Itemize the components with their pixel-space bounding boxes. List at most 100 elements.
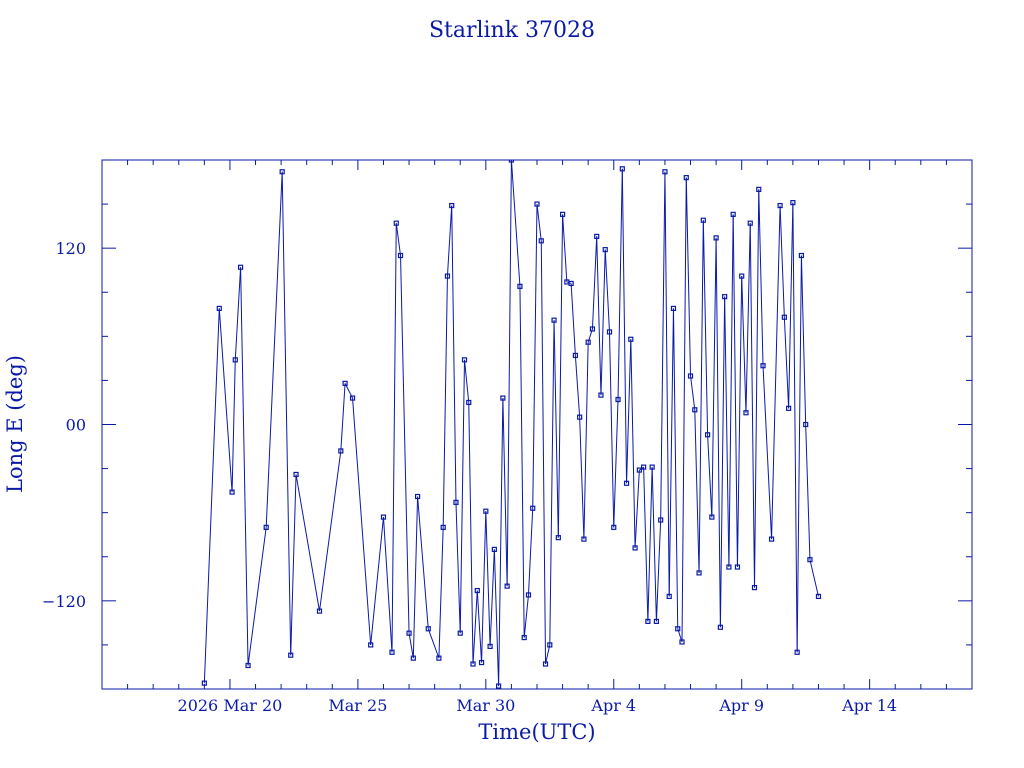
data-point bbox=[798, 252, 805, 259]
series-segment bbox=[805, 424, 811, 560]
data-point bbox=[316, 608, 323, 614]
series-segment bbox=[741, 276, 747, 413]
series-segment bbox=[800, 255, 807, 425]
data-point bbox=[397, 252, 404, 259]
data-point bbox=[232, 357, 238, 363]
data-point bbox=[670, 305, 677, 312]
data-point bbox=[542, 661, 549, 667]
series-segment bbox=[600, 249, 606, 396]
series-segment bbox=[604, 249, 610, 332]
data-point bbox=[568, 280, 574, 287]
series-segment bbox=[553, 320, 559, 538]
data-point bbox=[700, 217, 706, 223]
series-segment bbox=[340, 383, 346, 451]
data-point bbox=[414, 493, 421, 500]
series-segment bbox=[464, 359, 470, 403]
series-segment bbox=[545, 644, 551, 665]
data-point bbox=[229, 489, 235, 495]
series-segment bbox=[408, 633, 414, 659]
x-tick-label: Apr 9 bbox=[718, 696, 764, 715]
series-segment bbox=[609, 331, 615, 528]
data-point bbox=[521, 634, 527, 641]
data-point bbox=[461, 357, 468, 363]
data-point bbox=[709, 514, 715, 520]
data-point bbox=[368, 642, 374, 648]
data-point bbox=[611, 524, 617, 530]
series-segment bbox=[617, 168, 623, 400]
data-point bbox=[425, 626, 431, 632]
series-segment bbox=[459, 359, 465, 634]
series-segment bbox=[660, 171, 666, 521]
series-segment bbox=[626, 339, 632, 484]
series-segment bbox=[596, 236, 602, 396]
series-segment bbox=[489, 549, 495, 647]
data-point bbox=[704, 432, 711, 438]
series-segment bbox=[574, 355, 581, 418]
chart-title: Starlink 37028 bbox=[429, 18, 595, 43]
series-segment bbox=[745, 223, 751, 413]
data-point bbox=[743, 410, 749, 416]
data-point bbox=[466, 399, 472, 406]
series-segment bbox=[779, 205, 785, 318]
series-segment bbox=[792, 202, 798, 653]
series-segment bbox=[417, 496, 429, 629]
series-segment bbox=[672, 308, 679, 629]
data-point bbox=[338, 448, 344, 454]
data-point bbox=[730, 211, 736, 217]
series-segment bbox=[664, 171, 670, 597]
series-segment bbox=[557, 214, 564, 538]
series-segment bbox=[736, 276, 743, 568]
data-point bbox=[436, 655, 442, 661]
data-point bbox=[474, 587, 480, 594]
series-segment bbox=[540, 240, 547, 665]
series-segment bbox=[370, 517, 384, 645]
data-point bbox=[555, 535, 561, 541]
data-point bbox=[457, 630, 463, 636]
data-point bbox=[594, 233, 600, 240]
axis-ticks bbox=[101, 159, 973, 690]
data-point bbox=[679, 639, 685, 645]
series-segment bbox=[796, 255, 802, 653]
data-point bbox=[623, 480, 630, 486]
data-point bbox=[598, 392, 604, 398]
series-segment bbox=[647, 467, 653, 622]
series-segment bbox=[549, 320, 555, 645]
series-segment bbox=[506, 160, 512, 587]
data-point bbox=[606, 329, 613, 335]
series-segment bbox=[668, 308, 674, 597]
data-point bbox=[496, 683, 502, 689]
data-point bbox=[815, 593, 822, 600]
series-segment bbox=[468, 402, 474, 665]
data-point bbox=[504, 583, 510, 589]
x-tick-label: Apr 14 bbox=[841, 696, 897, 715]
data-point bbox=[525, 592, 532, 598]
data-point bbox=[440, 524, 446, 530]
series-segment bbox=[570, 283, 576, 356]
series-segment bbox=[265, 171, 283, 528]
data-point bbox=[636, 467, 642, 473]
data-point bbox=[581, 536, 587, 542]
x-tick-label: Mar 25 bbox=[328, 696, 387, 715]
series-segment bbox=[758, 189, 764, 366]
data-point bbox=[632, 545, 638, 551]
series-segment bbox=[493, 549, 500, 687]
data-point bbox=[794, 649, 800, 655]
series-segment bbox=[579, 417, 585, 540]
data-point bbox=[658, 517, 664, 523]
data-point bbox=[547, 642, 553, 648]
data-point bbox=[410, 655, 416, 661]
data-point bbox=[645, 618, 651, 625]
x-tick-label: Apr 4 bbox=[590, 696, 636, 715]
series-segment bbox=[442, 276, 448, 528]
data-point bbox=[585, 339, 591, 345]
data-point bbox=[342, 380, 348, 386]
data-point bbox=[641, 464, 647, 470]
data-point bbox=[649, 464, 655, 470]
data-point bbox=[760, 363, 766, 369]
data-point bbox=[577, 414, 583, 420]
series-segment bbox=[583, 342, 589, 540]
plot-area bbox=[201, 160, 822, 689]
series-segment bbox=[783, 317, 790, 409]
series-segment bbox=[562, 214, 568, 282]
data-point bbox=[201, 680, 207, 686]
